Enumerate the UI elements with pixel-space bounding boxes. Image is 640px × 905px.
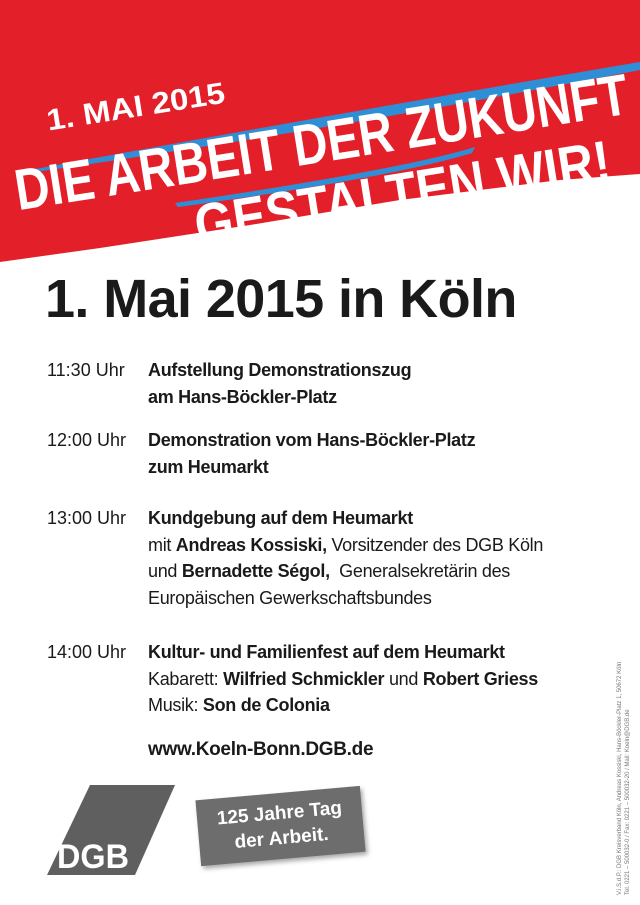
schedule-description: Aufstellung Demonstrationszug am Hans-Böc… <box>148 357 412 411</box>
description-line: Kundgebung auf dem Heumarkt <box>148 505 543 532</box>
bold-text: Demonstration vom Hans-Böckler-Platz <box>148 430 476 450</box>
description-line: mit Andreas Kossiski, Vorsitzender des D… <box>148 532 543 559</box>
red-banner-background <box>0 0 640 262</box>
blue-streak-2 <box>175 147 475 207</box>
text: Vorsitzender des DGB Köln <box>326 534 544 555</box>
description-line: Kultur- und Familienfest auf dem Heumark… <box>148 639 538 666</box>
schedule-description: Kundgebung auf dem Heumarkt mit Andreas K… <box>148 505 543 611</box>
description-line: Demonstration vom Hans-Böckler-Platz <box>148 427 476 454</box>
anniversary-badge: 125 Jahre Tag der Arbeit. <box>195 785 366 867</box>
bold-text: Robert Griess <box>422 668 538 689</box>
text: Musik: <box>148 695 203 715</box>
text: Generalsekretärin des <box>329 561 510 581</box>
bold-text: Kundgebung auf dem Heumarkt <box>148 508 413 528</box>
schedule-time: 11:30 Uhr <box>47 360 125 380</box>
description-line: Kabarett: Wilfried Schmickler und Robert… <box>148 666 538 693</box>
description-line: und Bernadette Ségol, Generalsekretärin … <box>148 558 543 585</box>
description-line: am Hans-Böckler-Platz <box>148 384 411 411</box>
text: und <box>384 668 423 689</box>
schedule-description: Demonstration vom Hans-Böckler-Platz zum … <box>148 427 476 481</box>
description-line: Europäischen Gewerkschaftsbundes <box>148 585 543 612</box>
text: und <box>148 561 182 581</box>
page-title: 1. Mai 2015 in Köln <box>45 269 517 329</box>
bold-text: Kultur- und Familienfest auf dem Heumark… <box>148 642 505 662</box>
blue-streak-1 <box>30 62 640 172</box>
bold-text: Wilfried Schmickler <box>223 668 385 689</box>
website-link[interactable]: www.Koeln-Bonn.DGB.de <box>148 739 374 760</box>
bold-text: Andreas Kossiski, <box>175 534 327 555</box>
imprint: V.i.S.d.P.: DGB Kreisverband Köln, Andre… <box>616 625 632 895</box>
description-line: Musik: Son de Colonia <box>148 692 538 719</box>
bold-text: Aufstellung Demonstrationszug <box>148 360 412 380</box>
bold-text: zum Heumarkt <box>148 456 269 477</box>
dgb-logo: DGB <box>47 785 175 876</box>
bold-text: Bernadette Ségol, <box>181 561 330 581</box>
text: Europäischen Gewerkschaftsbundes <box>148 587 432 608</box>
bold-text: am Hans-Böckler-Platz <box>148 386 337 407</box>
text: Kabarett: <box>148 668 224 689</box>
bold-text: Son de Colonia <box>202 695 330 715</box>
schedule-time: 12:00 Uhr <box>47 430 127 450</box>
schedule-time: 14:00 Uhr <box>47 642 127 662</box>
banner: 1. MAI 2015 DIE ARBEIT DER ZUKUNFT GESTA… <box>0 0 640 262</box>
description-line: Aufstellung Demonstrationszug <box>148 357 412 384</box>
schedule-description: Kultur- und Familienfest auf dem Heumark… <box>148 639 538 719</box>
imprint-line1: V.i.S.d.P.: DGB Kreisverband Köln, Andre… <box>617 661 623 895</box>
description-line: zum Heumarkt <box>148 454 475 481</box>
text: mit <box>148 534 176 555</box>
schedule-time: 13:00 Uhr <box>47 508 127 528</box>
imprint-line2: Tel. 0221 – 500032-0 / Fax: 0221 – 50003… <box>625 709 631 895</box>
dgb-logo-text: DGB <box>57 838 129 876</box>
